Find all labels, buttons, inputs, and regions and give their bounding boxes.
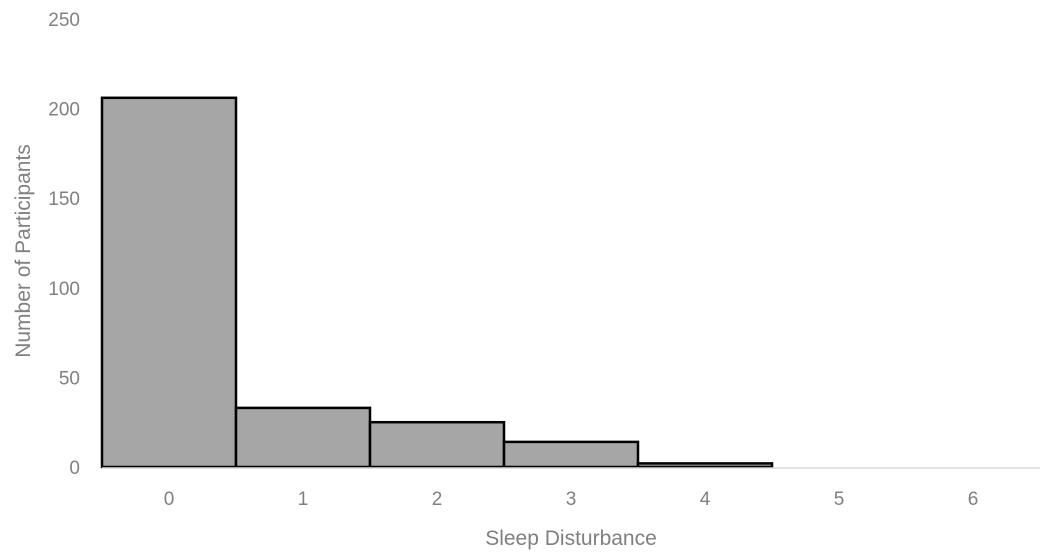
x-tick-label: 1 [298, 489, 309, 510]
bar-2 [368, 420, 506, 469]
x-tick-labels: 0 1 2 3 4 5 6 [164, 489, 979, 510]
x-tick-label: 3 [566, 489, 577, 510]
y-axis-title: Number of Participants [12, 144, 35, 358]
y-tick-label: 50 [59, 368, 80, 389]
y-tick-labels: 0 50 100 150 200 250 [48, 10, 80, 479]
x-axis-title: Sleep Disturbance [485, 527, 657, 550]
y-tick-label: 250 [48, 10, 80, 31]
x-tick-label: 5 [834, 489, 845, 510]
y-tick-label: 0 [69, 458, 80, 479]
bar-4 [636, 462, 774, 469]
bar-3 [502, 440, 640, 469]
x-tick-label: 6 [968, 489, 979, 510]
bars-group [100, 96, 774, 469]
bar-1 [234, 406, 372, 469]
x-tick-label: 4 [700, 489, 711, 510]
bar-0 [100, 96, 238, 469]
x-tick-label: 2 [432, 489, 443, 510]
y-tick-label: 200 [48, 100, 80, 121]
y-tick-label: 100 [48, 279, 80, 300]
y-tick-label: 150 [48, 189, 80, 210]
x-tick-label: 0 [164, 489, 175, 510]
